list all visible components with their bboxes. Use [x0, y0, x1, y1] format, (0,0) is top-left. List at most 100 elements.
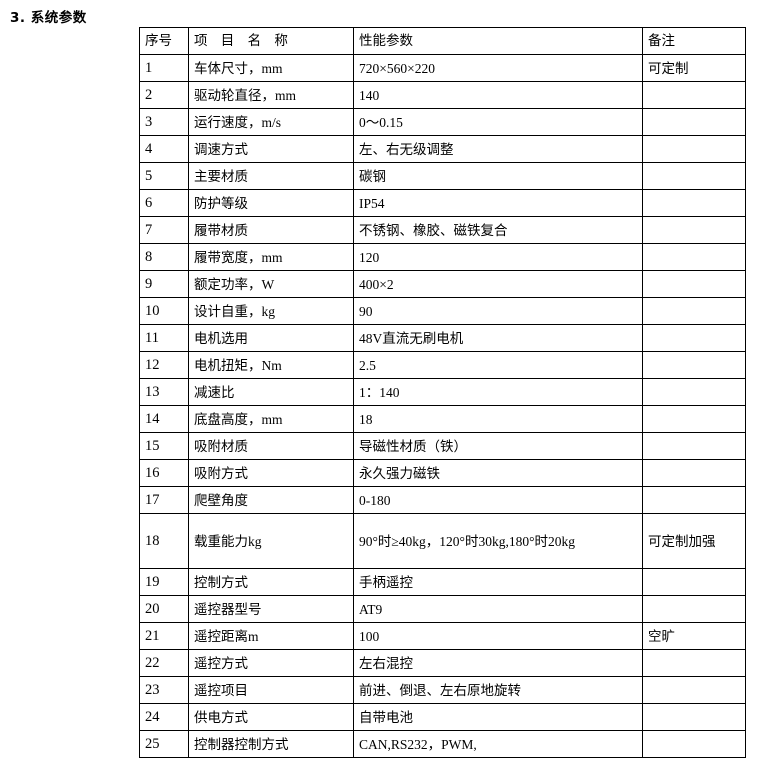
cell-remark: [642, 324, 746, 352]
cell-item: 遥控器型号: [188, 595, 354, 623]
table-row: 7 履带材质 不锈钢、橡胶、磁铁复合: [139, 216, 746, 244]
system-parameters-table: 序号项 目 名 称性能参数 备注 1 车体尺寸，mm 720×560×220 可定制 2 驱动…: [139, 27, 746, 758]
cell-item: 驱动轮直径，mm: [188, 81, 354, 109]
cell-value: 导磁性材质（铁）: [353, 432, 643, 460]
cell-remark: [642, 108, 746, 136]
spec-table-container: 序号项 目 名 称性能参数 备注 1 车体尺寸，mm 720×560×220 可定制 2 驱动…: [139, 27, 746, 758]
cell-index: 24: [139, 703, 189, 731]
cell-item: 电机选用: [188, 324, 354, 352]
cell-remark: [642, 189, 746, 217]
cell-remark: [642, 162, 746, 190]
cell-value: 100: [353, 622, 643, 650]
cell-item: 主要材质: [188, 162, 354, 190]
cell-value: 手柄遥控: [353, 568, 643, 596]
cell-remark: [642, 81, 746, 109]
cell-value: 1：140: [353, 378, 643, 406]
cell-remark: [642, 243, 746, 271]
cell-index: 9: [139, 270, 189, 298]
table-row: 2 驱动轮直径，mm 140: [139, 81, 746, 109]
cell-value: 90°时≥40kg，120°时30kg,180°时20kg: [353, 513, 643, 569]
cell-value: 不锈钢、橡胶、磁铁复合: [353, 216, 643, 244]
cell-index: 14: [139, 405, 189, 433]
cell-item: 吸附材质: [188, 432, 354, 460]
cell-remark: [642, 703, 746, 731]
column-header-index: 序号: [139, 27, 189, 55]
cell-value: 前进、倒退、左右原地旋转: [353, 676, 643, 704]
cell-item: 爬壁角度: [188, 486, 354, 514]
cell-index: 6: [139, 189, 189, 217]
cell-index: 25: [139, 730, 189, 758]
cell-value: 0～0.15: [353, 108, 643, 136]
table-row: 24 供电方式 自带电池: [139, 703, 746, 731]
cell-value: CAN,RS232，PWM,: [353, 730, 643, 758]
table-row: 25 控制器控制方式 CAN,RS232，PWM,: [139, 730, 746, 758]
cell-value: AT9: [353, 595, 643, 623]
table-row: 21 遥控距离m 100 空旷: [139, 622, 746, 650]
cell-index: 12: [139, 351, 189, 379]
cell-index: 1: [139, 54, 189, 82]
table-row: 23 遥控项目 前进、倒退、左右原地旋转: [139, 676, 746, 704]
cell-value: 48V直流无刷电机: [353, 324, 643, 352]
table-row: 8 履带宽度，mm 120: [139, 243, 746, 271]
cell-index: 23: [139, 676, 189, 704]
cell-remark: [642, 351, 746, 379]
cell-item: 履带宽度，mm: [188, 243, 354, 271]
section-heading: 3. 系统参数: [10, 10, 87, 26]
table-row: 20 遥控器型号 AT9: [139, 595, 746, 623]
cell-index: 5: [139, 162, 189, 190]
cell-value: 左右混控: [353, 649, 643, 677]
cell-item: 遥控方式: [188, 649, 354, 677]
cell-remark: 可定制: [642, 54, 746, 82]
cell-index: 13: [139, 378, 189, 406]
cell-item: 额定功率，W: [188, 270, 354, 298]
cell-value: 0-180: [353, 486, 643, 514]
table-row: 5 主要材质 碳钢: [139, 162, 746, 190]
cell-remark: [642, 730, 746, 758]
cell-item: 供电方式: [188, 703, 354, 731]
table-row: 10 设计自重，kg 90: [139, 297, 746, 325]
table-row: 4 调速方式 左、右无级调整: [139, 135, 746, 163]
cell-item: 减速比: [188, 378, 354, 406]
cell-index: 4: [139, 135, 189, 163]
cell-index: 15: [139, 432, 189, 460]
cell-value: 18: [353, 405, 643, 433]
cell-index: 17: [139, 486, 189, 514]
column-header-value: 性能参数: [353, 27, 643, 55]
cell-remark: 可定制加强: [642, 513, 746, 569]
cell-value: 720×560×220: [353, 54, 643, 82]
cell-remark: [642, 649, 746, 677]
cell-item: 控制方式: [188, 568, 354, 596]
cell-remark: [642, 432, 746, 460]
table-row: 14 底盘高度，mm 18: [139, 405, 746, 433]
cell-index: 20: [139, 595, 189, 623]
cell-value: 120: [353, 243, 643, 271]
cell-index: 22: [139, 649, 189, 677]
table-row: 6 防护等级 IP54: [139, 189, 746, 217]
table-row: 22 遥控方式 左右混控: [139, 649, 746, 677]
cell-remark: [642, 270, 746, 298]
cell-index: 3: [139, 108, 189, 136]
cell-remark: [642, 568, 746, 596]
cell-remark: [642, 595, 746, 623]
cell-item: 设计自重，kg: [188, 297, 354, 325]
table-row: 9 额定功率，W 400×2: [139, 270, 746, 298]
cell-index: 2: [139, 81, 189, 109]
cell-index: 16: [139, 459, 189, 487]
cell-value: IP54: [353, 189, 643, 217]
cell-item: 电机扭矩，Nm: [188, 351, 354, 379]
cell-value: 永久强力磁铁: [353, 459, 643, 487]
table-row: 1 车体尺寸，mm 720×560×220 可定制: [139, 54, 746, 82]
cell-value: 自带电池: [353, 703, 643, 731]
table-row: 13 减速比 1：140: [139, 378, 746, 406]
cell-index: 21: [139, 622, 189, 650]
cell-remark: [642, 486, 746, 514]
table-row: 16 吸附方式 永久强力磁铁: [139, 459, 746, 487]
cell-remark: [642, 378, 746, 406]
cell-remark: [642, 297, 746, 325]
cell-remark: [642, 459, 746, 487]
cell-remark: [642, 676, 746, 704]
cell-item: 吸附方式: [188, 459, 354, 487]
cell-item: 运行速度，m/s: [188, 108, 354, 136]
cell-item: 遥控项目: [188, 676, 354, 704]
